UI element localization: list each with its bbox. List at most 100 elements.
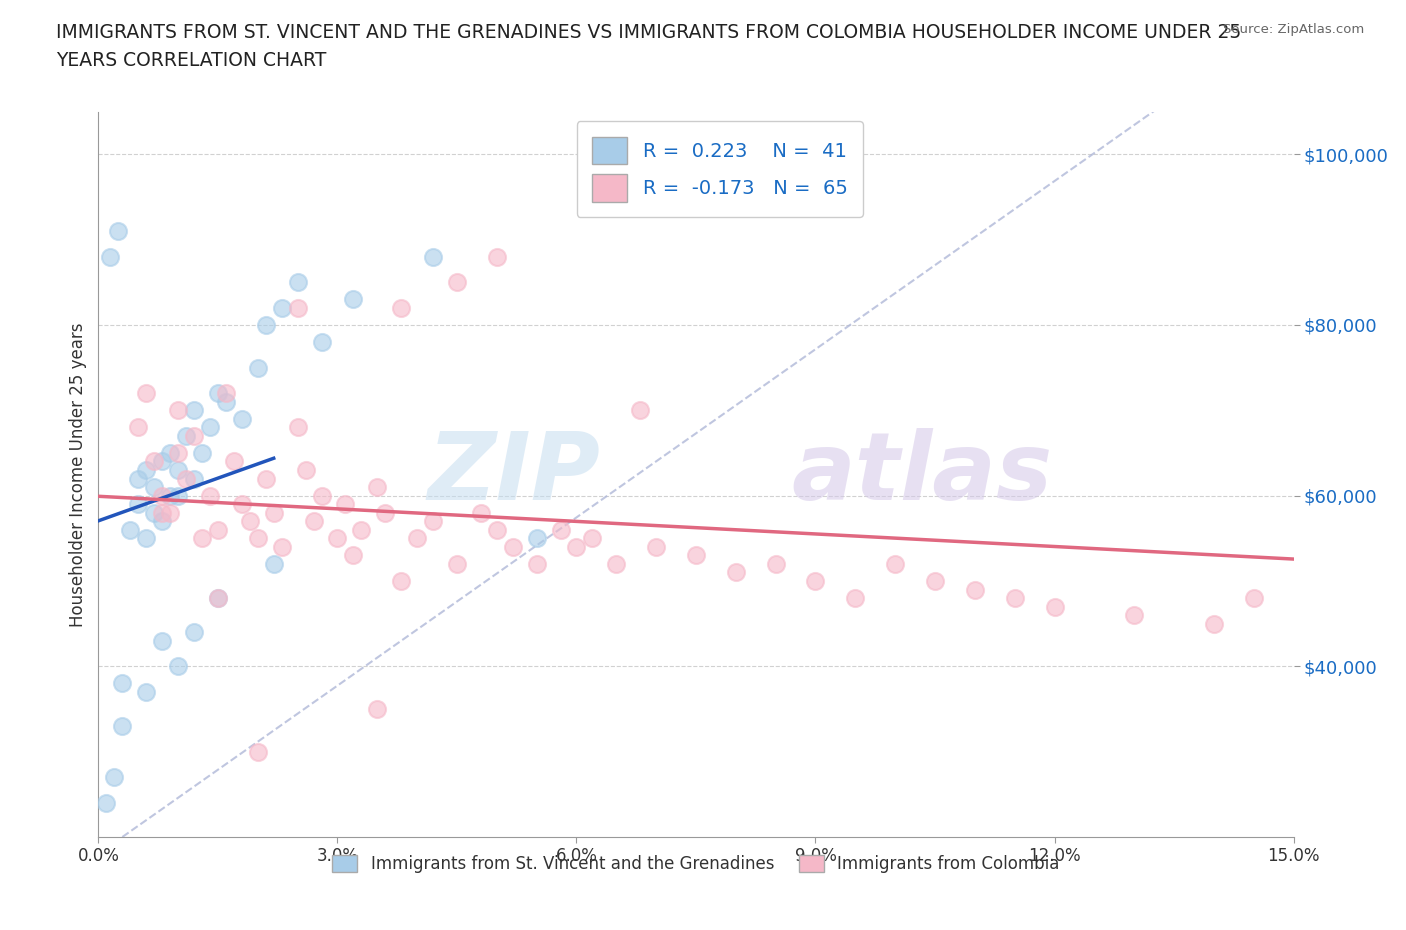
Point <box>167 462 190 477</box>
Point <box>366 480 388 495</box>
Point <box>120 523 142 538</box>
Point <box>143 480 166 495</box>
Point <box>246 744 269 759</box>
Point <box>335 497 357 512</box>
Point <box>191 445 214 460</box>
Point <box>485 249 508 264</box>
Point <box>191 531 214 546</box>
Point <box>167 445 190 460</box>
Point <box>470 505 492 520</box>
Point <box>150 505 173 520</box>
Point <box>143 505 166 520</box>
Point <box>246 360 269 375</box>
Point <box>389 574 412 589</box>
Point <box>215 394 238 409</box>
Point <box>150 454 173 469</box>
Point <box>150 488 173 503</box>
Point <box>96 795 118 810</box>
Point <box>207 591 229 605</box>
Point <box>685 548 707 563</box>
Point <box>326 531 349 546</box>
Point <box>167 658 190 673</box>
Point <box>231 411 253 426</box>
Point <box>135 386 157 401</box>
Point <box>287 420 309 435</box>
Point <box>207 591 229 605</box>
Point <box>884 556 907 571</box>
Point <box>150 513 173 528</box>
Point <box>183 472 205 486</box>
Point <box>311 335 333 350</box>
Point <box>135 462 157 477</box>
Text: IMMIGRANTS FROM ST. VINCENT AND THE GRENADINES VS IMMIGRANTS FROM COLOMBIA HOUSE: IMMIGRANTS FROM ST. VINCENT AND THE GREN… <box>56 23 1241 42</box>
Y-axis label: Householder Income Under 25 years: Householder Income Under 25 years <box>69 322 87 627</box>
Point <box>963 582 986 597</box>
Point <box>207 386 229 401</box>
Point <box>342 292 364 307</box>
Point <box>159 445 181 460</box>
Point <box>246 531 269 546</box>
Point <box>804 574 827 589</box>
Point <box>526 531 548 546</box>
Point <box>374 505 396 520</box>
Point <box>222 454 245 469</box>
Point <box>183 625 205 640</box>
Point <box>270 300 292 315</box>
Legend: Immigrants from St. Vincent and the Grenadines, Immigrants from Colombia: Immigrants from St. Vincent and the Gren… <box>326 848 1066 880</box>
Point <box>183 403 205 418</box>
Point <box>263 556 285 571</box>
Point <box>389 300 412 315</box>
Point <box>1202 617 1225 631</box>
Point <box>406 531 429 546</box>
Point <box>159 505 181 520</box>
Point <box>287 275 309 290</box>
Point <box>311 488 333 503</box>
Point <box>198 488 221 503</box>
Point <box>207 523 229 538</box>
Point <box>111 676 134 691</box>
Point <box>422 513 444 528</box>
Point <box>239 513 262 528</box>
Point <box>628 403 651 418</box>
Point <box>287 300 309 315</box>
Point <box>422 249 444 264</box>
Point <box>1043 599 1066 614</box>
Point <box>174 429 197 444</box>
Text: atlas: atlas <box>792 429 1053 520</box>
Point <box>366 701 388 716</box>
Point <box>342 548 364 563</box>
Point <box>167 488 190 503</box>
Point <box>135 531 157 546</box>
Point <box>263 505 285 520</box>
Point <box>231 497 253 512</box>
Point <box>167 403 190 418</box>
Point <box>645 539 668 554</box>
Point <box>150 633 173 648</box>
Point <box>302 513 325 528</box>
Point <box>294 462 316 477</box>
Point <box>174 472 197 486</box>
Point <box>254 472 277 486</box>
Point <box>446 556 468 571</box>
Point <box>198 420 221 435</box>
Point <box>107 223 129 238</box>
Point <box>143 454 166 469</box>
Point <box>159 488 181 503</box>
Point <box>111 719 134 734</box>
Point <box>103 770 125 785</box>
Point <box>446 275 468 290</box>
Point <box>485 523 508 538</box>
Point <box>254 317 277 332</box>
Text: ZIP: ZIP <box>427 429 600 520</box>
Point <box>270 539 292 554</box>
Point <box>98 249 122 264</box>
Point <box>1004 591 1026 605</box>
Text: YEARS CORRELATION CHART: YEARS CORRELATION CHART <box>56 51 326 70</box>
Point <box>127 472 149 486</box>
Point <box>924 574 946 589</box>
Point <box>1123 607 1146 622</box>
Point <box>526 556 548 571</box>
Point <box>215 386 238 401</box>
Point <box>1243 591 1265 605</box>
Point <box>183 429 205 444</box>
